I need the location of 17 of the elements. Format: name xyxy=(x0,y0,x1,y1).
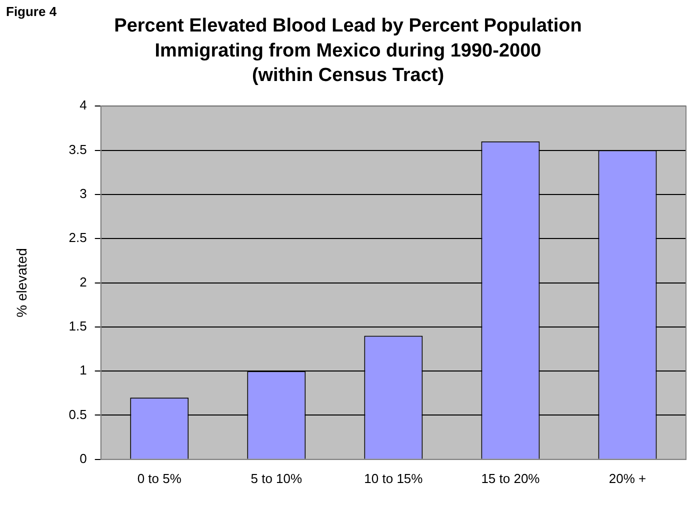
caption: Figure 4 xyxy=(6,4,58,20)
x-tick-label: 20% + xyxy=(608,470,646,486)
chart-title: Percent Elevated Blood Lead by Percent Population Immigrating from Mexico during 1990-2000 (within Census Tract) xyxy=(114,16,582,86)
y-tick-label: 4 xyxy=(80,98,87,113)
y-tick-label: 0 xyxy=(80,450,87,466)
y-tick-label: 1 xyxy=(80,362,87,378)
y-tick-label: 3 xyxy=(80,186,87,202)
x-tick-label: 0 to 5% xyxy=(137,470,182,486)
x-tick-label: 5 to 10% xyxy=(250,470,302,486)
y-tick-label: 1.5 xyxy=(68,318,87,334)
y-tick-label: 0.5 xyxy=(68,406,87,422)
y-axis-title: % elevated xyxy=(13,248,30,318)
y-tick-label: 2.5 xyxy=(68,230,87,246)
x-tick-label: 10 to 15% xyxy=(364,470,424,486)
y-tick-label: 2 xyxy=(80,274,87,290)
x-tick-label: 15 to 20% xyxy=(481,470,540,486)
y-tick-label: 3.5 xyxy=(68,142,87,157)
